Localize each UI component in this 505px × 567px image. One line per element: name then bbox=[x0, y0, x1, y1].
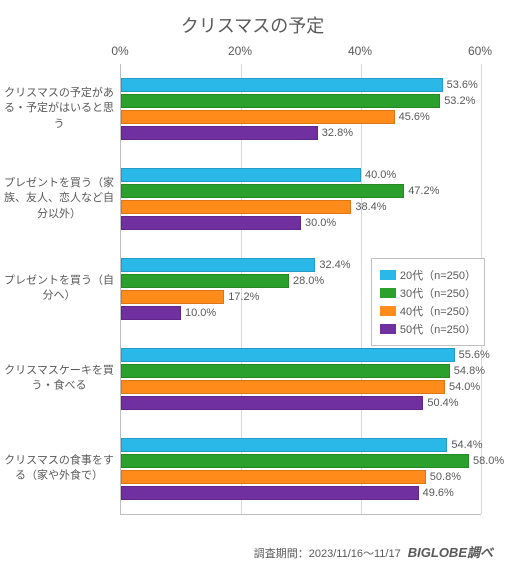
bar-value-label: 50.8% bbox=[430, 470, 461, 484]
bar-value-label: 30.0% bbox=[305, 216, 336, 230]
category-label: クリスマスケーキを買う・食べる bbox=[4, 364, 114, 395]
legend-label: 40代（n=250） bbox=[400, 303, 476, 319]
bar bbox=[121, 216, 301, 230]
legend-swatch bbox=[380, 288, 396, 298]
bar-value-label: 53.2% bbox=[444, 94, 475, 108]
bar bbox=[121, 168, 361, 182]
bar-value-label: 32.4% bbox=[319, 258, 350, 272]
survey-period: 調査期間：2023/11/16～11/17 bbox=[254, 548, 401, 560]
legend-item: 40代（n=250） bbox=[380, 303, 476, 319]
legend-label: 20代（n=250） bbox=[400, 267, 476, 283]
legend-label: 30代（n=250） bbox=[400, 285, 476, 301]
bar-value-label: 54.4% bbox=[451, 438, 482, 452]
legend-item: 50代（n=250） bbox=[380, 321, 476, 337]
bar-value-label: 58.0% bbox=[473, 454, 504, 468]
bar-value-label: 47.2% bbox=[408, 184, 439, 198]
x-tick-label: 60% bbox=[468, 44, 492, 58]
bar-value-label: 40.0% bbox=[365, 168, 396, 182]
footer: 調査期間：2023/11/16～11/17 BIGLOBE調べ bbox=[254, 542, 493, 561]
bar-value-label: 32.8% bbox=[322, 126, 353, 140]
category-label: クリスマスの予定がある・予定がはいると思う bbox=[4, 86, 114, 132]
bar bbox=[121, 78, 443, 92]
category-label: クリスマスの食事をする（家や外食で） bbox=[4, 454, 114, 485]
bar bbox=[121, 348, 455, 362]
x-tick-label: 20% bbox=[228, 44, 252, 58]
bar bbox=[121, 306, 181, 320]
bar-value-label: 55.6% bbox=[459, 348, 490, 362]
bar-value-label: 17.2% bbox=[228, 290, 259, 304]
bar-value-label: 53.6% bbox=[447, 78, 478, 92]
bar-value-label: 49.6% bbox=[423, 486, 454, 500]
x-tick-label: 40% bbox=[348, 44, 372, 58]
bar bbox=[121, 470, 426, 484]
bar bbox=[121, 486, 419, 500]
bar bbox=[121, 126, 318, 140]
chart-title: クリスマスの予定 bbox=[0, 0, 505, 38]
category-label: プレゼントを買う（家族、友人、恋人など自分以外） bbox=[4, 176, 114, 222]
bar bbox=[121, 364, 450, 378]
chart-container: クリスマスの予定 0% 20% 40% 60% 53.6% 53.2% 45.6% 32.8… bbox=[0, 0, 505, 567]
bar bbox=[121, 396, 423, 410]
bar-value-label: 28.0% bbox=[293, 274, 324, 288]
bar bbox=[121, 438, 447, 452]
bar-value-label: 10.0% bbox=[185, 306, 216, 320]
legend-label: 50代（n=250） bbox=[400, 321, 476, 337]
legend-swatch bbox=[380, 306, 396, 316]
bar bbox=[121, 454, 469, 468]
bar bbox=[121, 380, 445, 394]
bar bbox=[121, 200, 351, 214]
bar-value-label: 54.8% bbox=[454, 364, 485, 378]
bar bbox=[121, 258, 315, 272]
bar bbox=[121, 110, 395, 124]
bar-value-label: 45.6% bbox=[399, 110, 430, 124]
bar bbox=[121, 274, 289, 288]
legend: 20代（n=250） 30代（n=250） 40代（n=250） 50代（n=250） bbox=[371, 258, 485, 346]
bar-value-label: 38.4% bbox=[355, 200, 386, 214]
bar bbox=[121, 184, 404, 198]
legend-swatch bbox=[380, 270, 396, 280]
x-tick-label: 0% bbox=[111, 44, 128, 58]
bar bbox=[121, 94, 440, 108]
bar-value-label: 54.0% bbox=[449, 380, 480, 394]
bar-value-label: 50.4% bbox=[427, 396, 458, 410]
legend-item: 20代（n=250） bbox=[380, 267, 476, 283]
legend-swatch bbox=[380, 324, 396, 334]
legend-item: 30代（n=250） bbox=[380, 285, 476, 301]
bar bbox=[121, 290, 224, 304]
source-brand: BIGLOBE調べ bbox=[408, 545, 493, 560]
category-label: プレゼントを買う（自分へ） bbox=[4, 274, 114, 305]
